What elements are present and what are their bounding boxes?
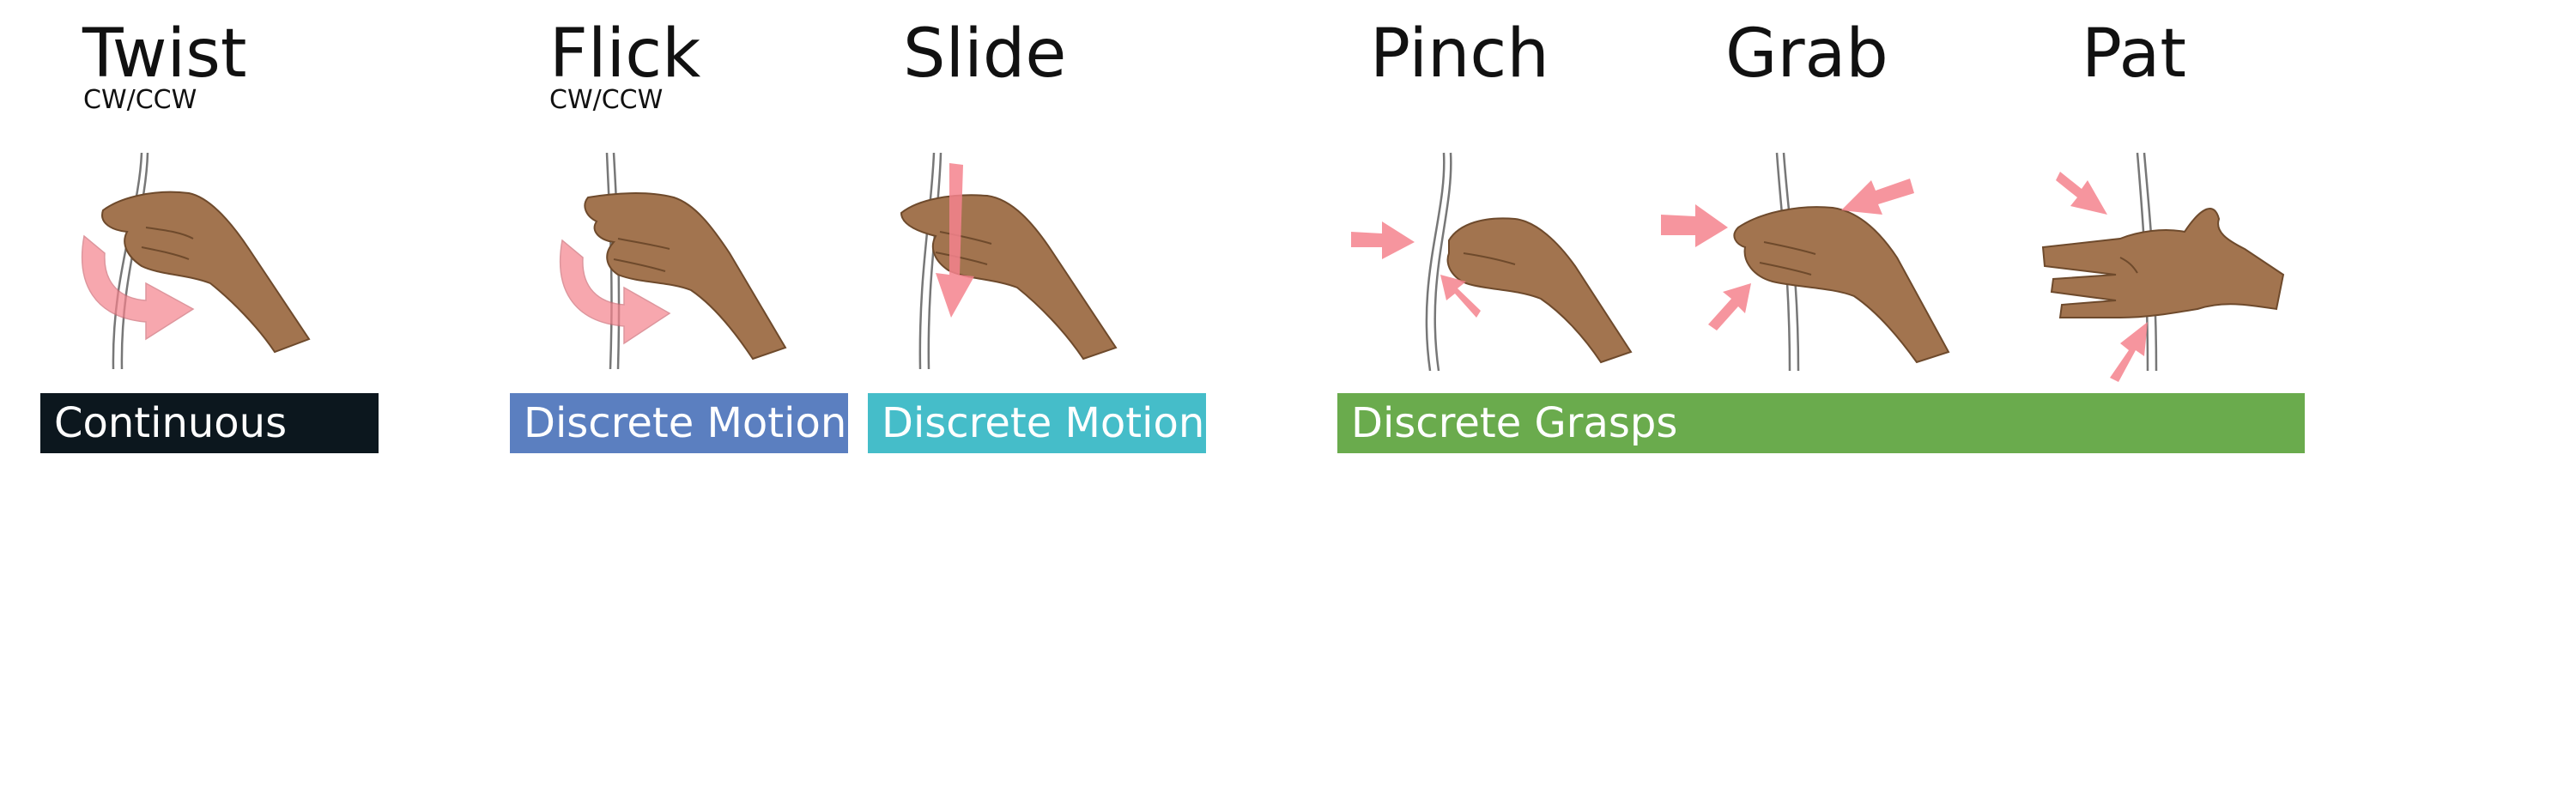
hand-icon — [1733, 206, 1950, 364]
category-label: Continuous — [54, 399, 288, 447]
hand-icon — [101, 191, 311, 354]
hand-icon — [900, 194, 1118, 361]
category-discrete-motion-slide: Discrete Motion — [868, 393, 1206, 453]
pinch-illustration — [1351, 152, 1633, 372]
title-twist: Twist — [82, 15, 247, 93]
rotate-arrow-icon — [559, 239, 671, 345]
hand-icon — [1446, 217, 1633, 364]
title-flick: Flick — [549, 15, 701, 93]
subtitle-flick: CW/CCW — [549, 85, 664, 115]
flick-illustration — [559, 152, 787, 370]
down-right-arrow-icon — [2056, 172, 2107, 215]
cord-icon — [1425, 152, 1446, 372]
grab-illustration — [1661, 152, 1950, 372]
down-arrow-icon — [936, 163, 974, 318]
category-label: Discrete Motion — [524, 399, 847, 447]
subtitle-twist: CW/CCW — [83, 85, 197, 115]
category-discrete-motion-flick: Discrete Motion — [510, 393, 848, 453]
title-pat: Pat — [2082, 15, 2186, 93]
title-grab: Grab — [1725, 15, 1888, 93]
hand-icon — [584, 192, 787, 361]
up-right-arrow-icon — [2110, 322, 2148, 382]
rotate-arrow-icon — [81, 234, 195, 341]
pat-illustration — [2041, 152, 2285, 382]
up-right-arrow-icon — [1708, 283, 1751, 330]
right-arrow-icon — [1351, 221, 1415, 259]
title-slide: Slide — [903, 15, 1067, 93]
twist-illustration — [81, 152, 311, 370]
category-continuous: Continuous — [40, 393, 379, 453]
slide-illustration — [900, 152, 1118, 370]
category-discrete-grasps: Discrete Grasps — [1337, 393, 2305, 453]
category-label: Discrete Motion — [882, 399, 1205, 447]
hand-icon — [2041, 208, 2285, 318]
down-left-arrow-icon — [1841, 179, 1914, 215]
diagonal-arrow-icon — [1440, 275, 1481, 318]
title-pinch: Pinch — [1370, 15, 1549, 93]
cord-icon — [918, 152, 936, 370]
category-label: Discrete Grasps — [1351, 399, 1678, 447]
right-arrow-icon — [1661, 204, 1728, 247]
